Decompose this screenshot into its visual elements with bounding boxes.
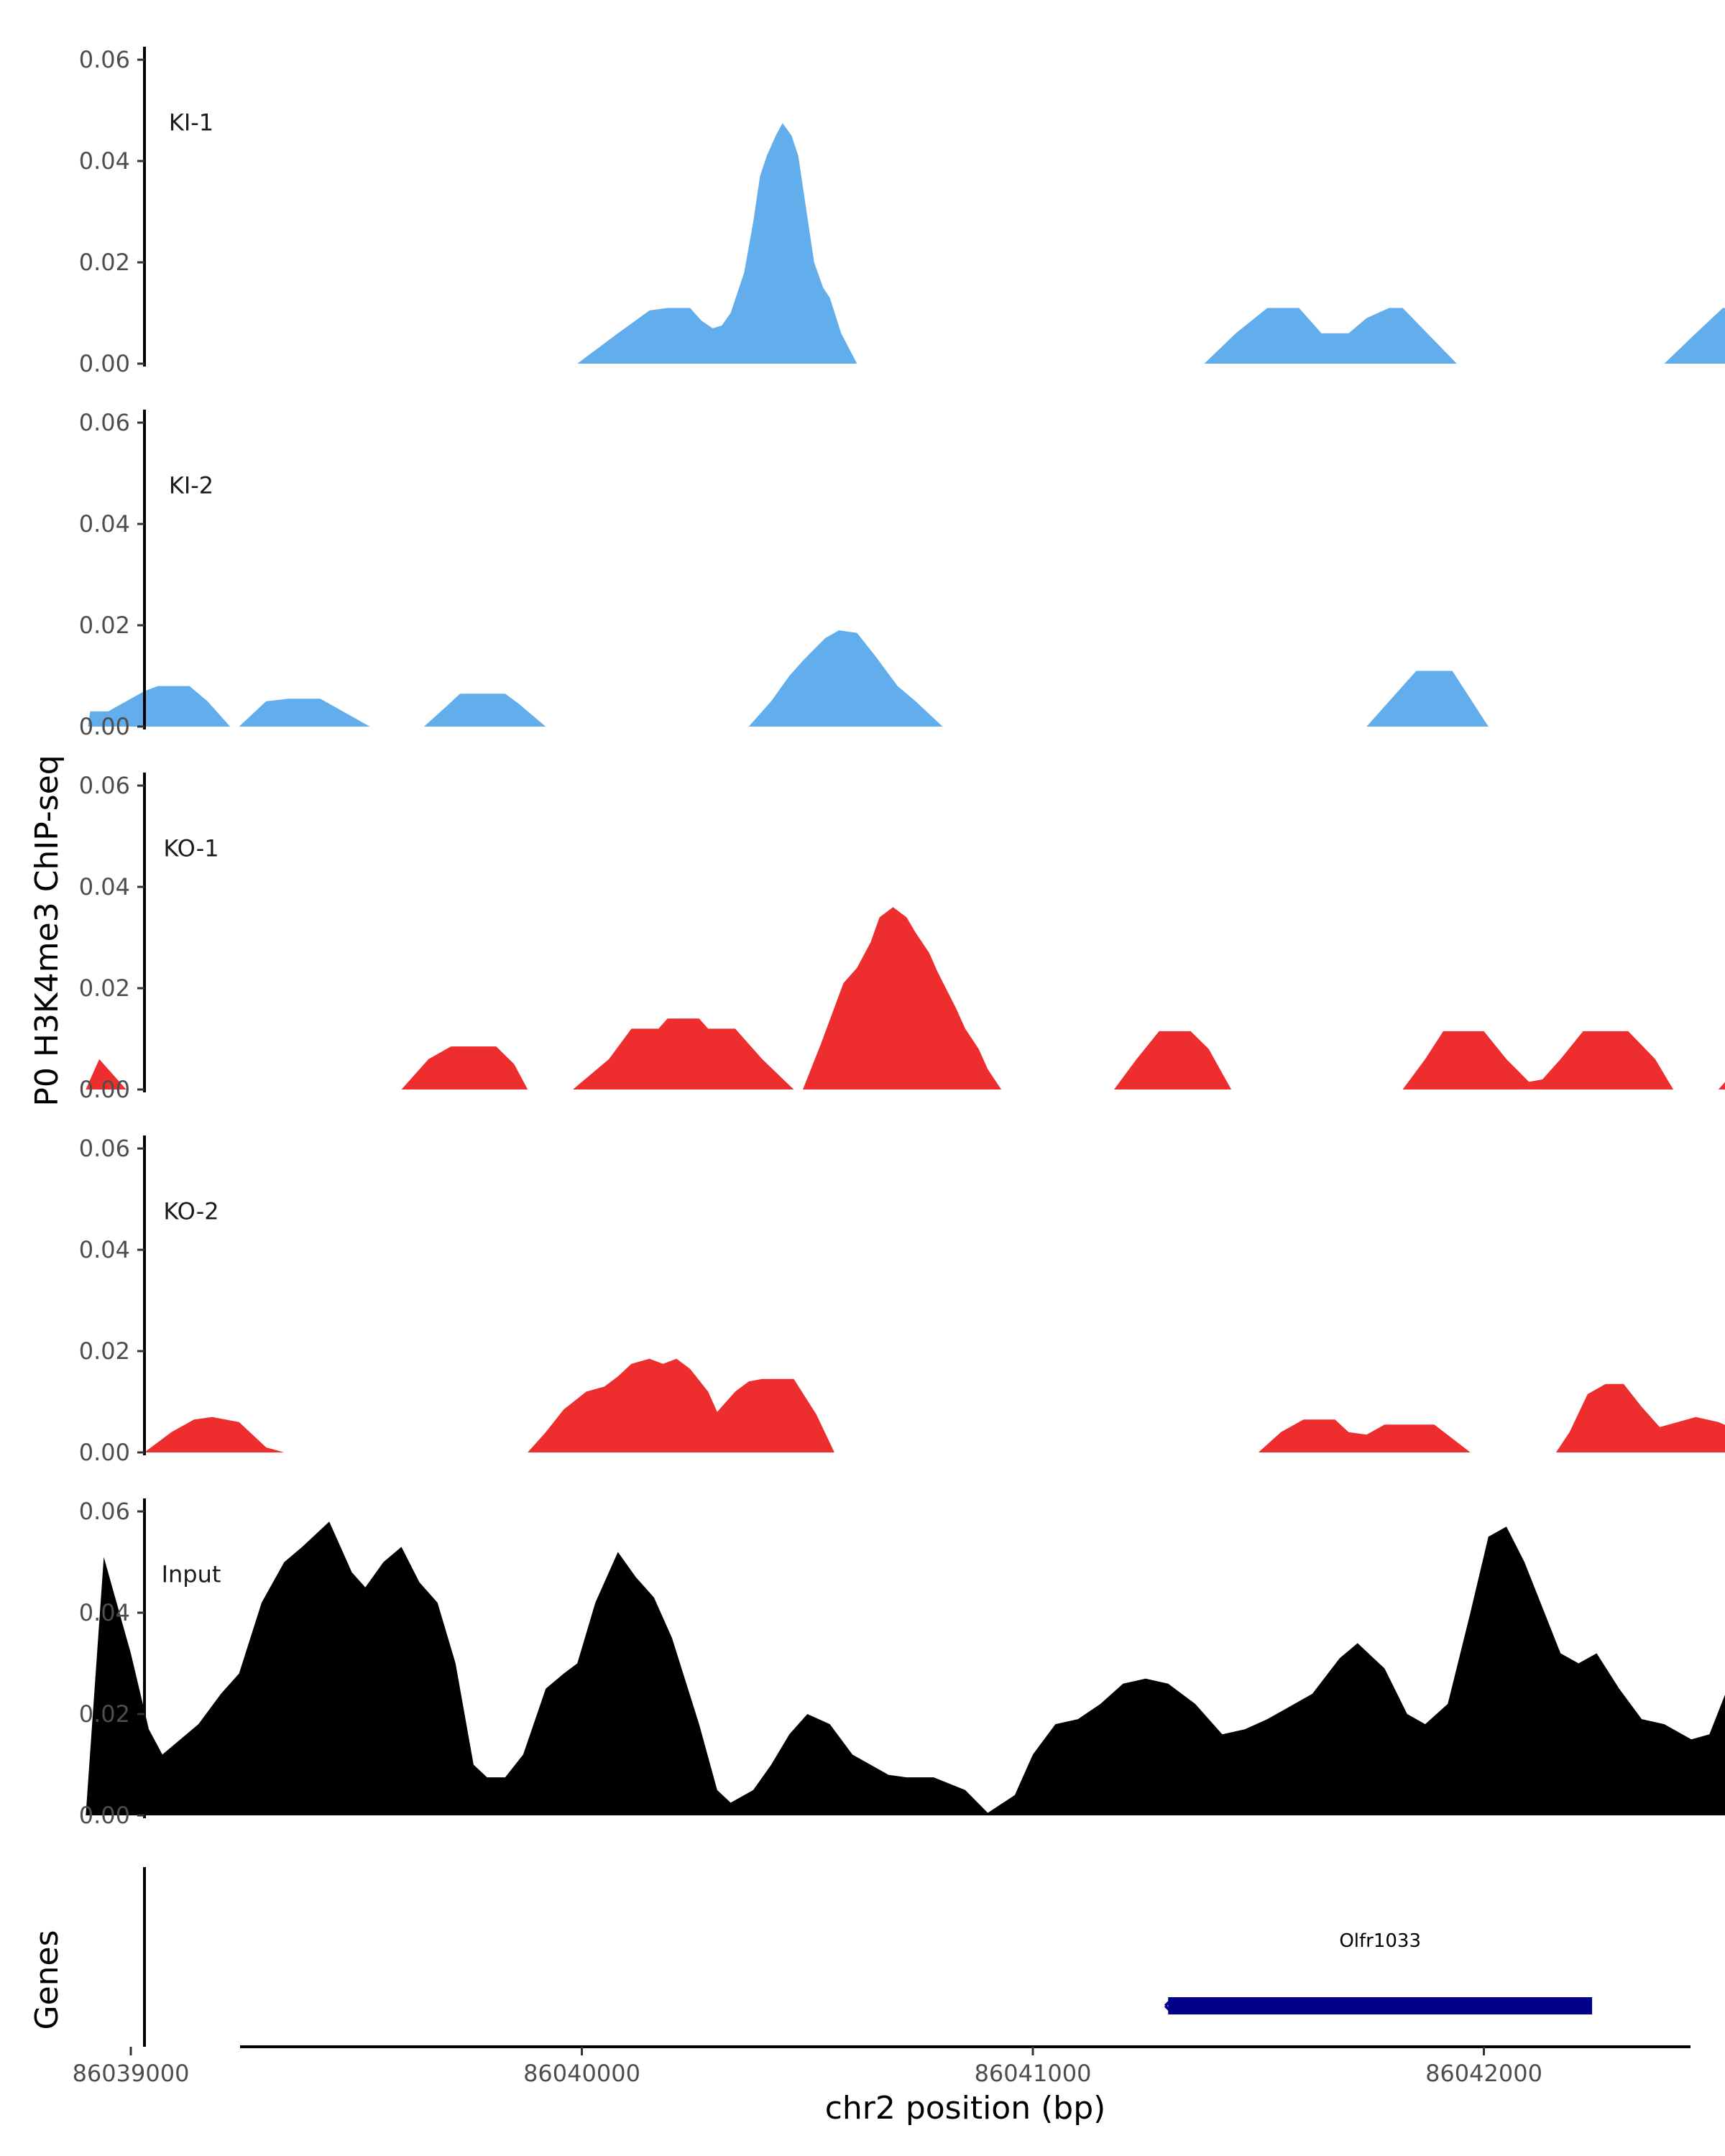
y-tick-label: 0.02 <box>79 249 130 276</box>
gene-strand-arrow <box>1164 1999 1172 2013</box>
signal-tracks: 0.00 0.02 0.04 0.06 KI-1 0.00 0.02 0.04 0.06 KI-2… <box>79 46 1725 1829</box>
y-tick-label: 0.06 <box>79 772 130 799</box>
y-tick-label: 0.02 <box>79 975 130 1002</box>
x-tick-label: 86042000 <box>1425 2060 1542 2087</box>
x-axis-title: chr2 position (bp) <box>825 2090 1106 2127</box>
y-tick-label: 0.00 <box>79 350 130 377</box>
x-tick-label: 86040000 <box>523 2060 640 2087</box>
y-tick-label: 0.02 <box>79 612 130 639</box>
x-axis: 8603900086040000860410008604200086043000… <box>73 2045 1690 2087</box>
y-tick-label: 0.06 <box>79 1135 130 1162</box>
y-tick-label: 0.04 <box>79 510 130 538</box>
gene-track: Olfr1033 <box>143 1867 1593 2047</box>
y-tick-label: 0.06 <box>79 409 130 436</box>
track-ko-2-signal <box>144 1358 1725 1452</box>
track-label: KI-1 <box>169 109 213 136</box>
y-axis-title: P0 H3K4me3 ChIP-seq <box>29 755 65 1106</box>
track-label: KO-2 <box>163 1197 218 1225</box>
y-tick-label: 0.00 <box>79 1439 130 1466</box>
y-tick-label: 0.00 <box>79 713 130 740</box>
x-tick-label: 86039000 <box>73 2060 190 2087</box>
y-tick-label: 0.04 <box>79 873 130 900</box>
track-ki-2-signal <box>88 630 1489 727</box>
track-ki-1: 0.00 0.02 0.04 0.06 KI-1 <box>79 46 1725 377</box>
y-tick-label: 0.04 <box>79 1599 130 1626</box>
track-label: Input <box>162 1560 221 1588</box>
y-tick-label: 0.02 <box>79 1700 130 1728</box>
track-label: KO-1 <box>163 834 218 862</box>
track-ko-1-signal <box>86 907 1725 1089</box>
track-input: 0.00 0.02 0.04 0.06 Input <box>79 1498 1725 1829</box>
gene-label: Olfr1033 <box>1339 1930 1421 1952</box>
gene-track-title: Genes <box>29 1930 65 2030</box>
y-tick-label: 0.02 <box>79 1337 130 1365</box>
y-tick-label: 0.06 <box>79 1498 130 1525</box>
track-ko-1: 0.00 0.02 0.04 0.06 KO-1 <box>79 772 1725 1103</box>
track-ko-2: 0.00 0.02 0.04 0.06 KO-2 <box>79 1135 1725 1466</box>
track-ki-1-signal <box>577 123 1725 364</box>
gene-body <box>1168 1997 1593 2014</box>
track-ki-2: 0.00 0.02 0.04 0.06 KI-2 <box>79 409 1489 740</box>
y-tick-label: 0.04 <box>79 1236 130 1263</box>
y-tick-label: 0.00 <box>79 1076 130 1103</box>
x-tick-label: 86041000 <box>975 2060 1092 2087</box>
track-label: KI-2 <box>169 471 213 499</box>
y-tick-label: 0.00 <box>79 1802 130 1829</box>
y-tick-label: 0.04 <box>79 147 130 175</box>
y-tick-label: 0.06 <box>79 46 130 73</box>
track-input-signal <box>86 1521 1725 1815</box>
